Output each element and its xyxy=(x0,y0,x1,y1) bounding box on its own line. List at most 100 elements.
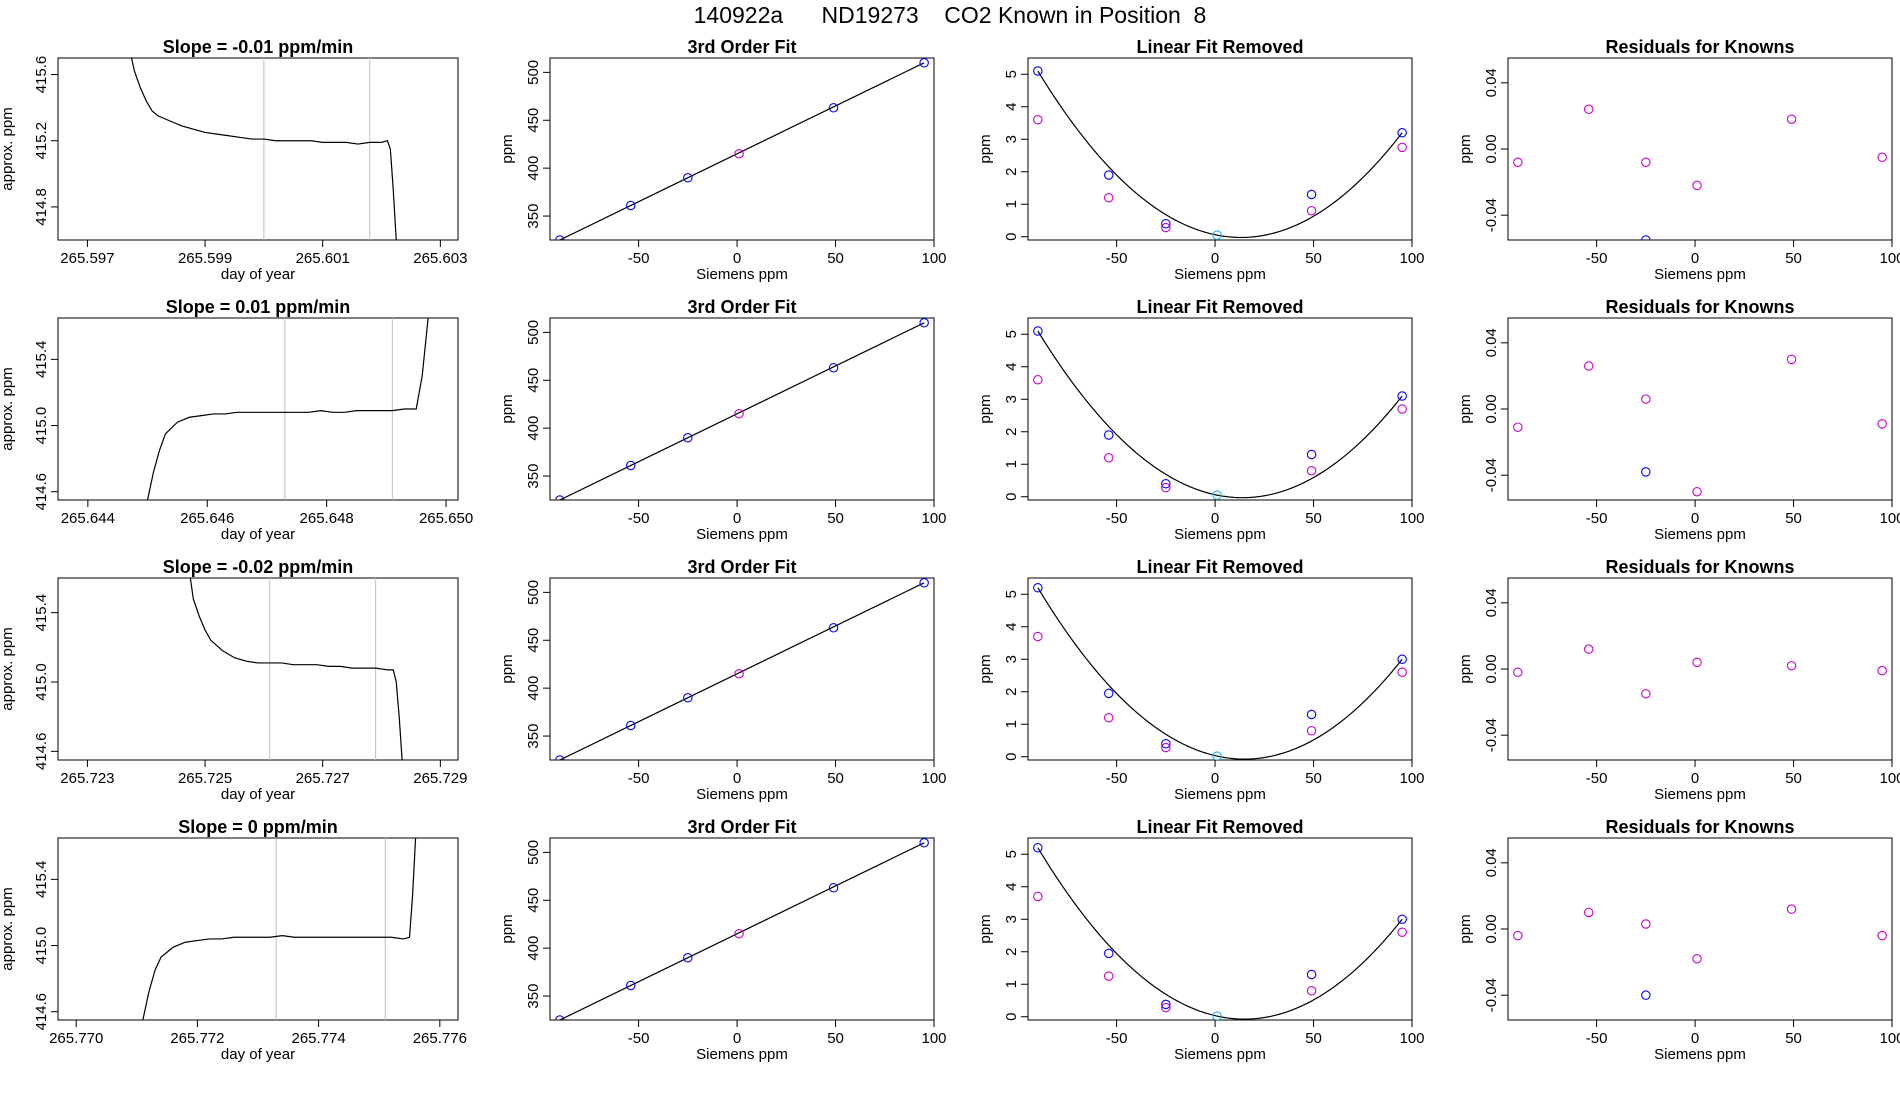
y-axis-label: ppm xyxy=(977,914,994,943)
data-point-blue xyxy=(1161,738,1171,749)
x-tick-label: -50 xyxy=(1586,770,1608,787)
x-tick-label: 100 xyxy=(1879,770,1900,787)
y-tick-label: 0.00 xyxy=(1483,134,1500,163)
y-tick-label: 500 xyxy=(525,60,542,85)
y-tick-label: 4 xyxy=(1003,103,1020,111)
y-tick-label: 0 xyxy=(1003,493,1020,501)
y-tick-label: 414.6 xyxy=(33,733,50,771)
x-tick-label: 50 xyxy=(1305,770,1322,787)
data-point-magenta xyxy=(1786,114,1797,124)
chart-title: Slope = -0.02 ppm/min xyxy=(163,557,354,577)
y-tick-label: 5 xyxy=(1003,330,1020,338)
data-point-blue xyxy=(828,103,839,113)
y-tick-label: 0.04 xyxy=(1483,68,1500,97)
y-tick-label: 415.0 xyxy=(33,663,50,701)
chart-title: 3rd Order Fit xyxy=(687,37,796,57)
plot-frame xyxy=(1507,577,1893,761)
data-point-blue xyxy=(1306,189,1317,200)
x-tick-label: 265.644 xyxy=(61,510,115,527)
y-tick-label: 450 xyxy=(525,888,542,913)
data-point-blue xyxy=(1397,128,1407,138)
x-tick-label: 265.725 xyxy=(178,770,232,787)
y-tick-label: 1 xyxy=(1003,980,1020,988)
x-tick-label: 265.723 xyxy=(60,770,114,787)
plot-frame xyxy=(1507,317,1893,501)
chart-r4-trace: Slope = 0 ppm/min 265.770 265.772 265.774 26… xyxy=(0,817,467,1063)
plot-frame xyxy=(1507,837,1893,1021)
data-point-magenta xyxy=(734,409,744,419)
data-point-blue xyxy=(919,838,929,848)
data-point-magenta xyxy=(1877,665,1887,676)
data-point-magenta xyxy=(1103,712,1114,723)
data-point-magenta xyxy=(1397,404,1407,414)
plot-frame xyxy=(57,57,459,241)
data-point-magenta xyxy=(1692,954,1702,964)
fit-line xyxy=(559,62,925,240)
chart-r2-fit: 3rd Order Fit -50 0 50 100 Siemens ppm 350 400 4… xyxy=(499,297,947,543)
x-tick-label: -50 xyxy=(1106,250,1128,267)
data-point-magenta xyxy=(1641,689,1651,699)
x-tick-label: 0 xyxy=(1691,1030,1699,1047)
x-tick-label: 100 xyxy=(1399,1030,1424,1047)
trace-line xyxy=(130,58,397,240)
data-point-magenta xyxy=(1103,452,1114,463)
chart-r3-resid: Residuals for Knowns -50 0 50 100 Siemens ppm… xyxy=(1457,557,1900,803)
x-tick-label: 50 xyxy=(1785,1030,1802,1047)
x-tick-label: 265.648 xyxy=(300,510,354,527)
plot-area xyxy=(555,58,929,240)
y-tick-label: 5 xyxy=(1003,70,1020,78)
data-point-magenta xyxy=(1583,104,1594,115)
y-tick-label: 414.8 xyxy=(33,188,50,226)
x-axis-label: Siemens ppm xyxy=(1174,1046,1266,1063)
x-tick-label: 0 xyxy=(733,510,741,527)
y-axis-label: approx. ppm xyxy=(0,367,16,450)
chart-title: Residuals for Knowns xyxy=(1605,817,1794,837)
plot-frame xyxy=(1027,57,1413,241)
data-point-blue xyxy=(683,432,693,443)
x-tick-label: 0 xyxy=(1691,510,1699,527)
data-point-magenta xyxy=(1306,725,1317,736)
x-tick-label: -50 xyxy=(1106,510,1128,527)
plot-frame xyxy=(1507,57,1893,241)
plot-area xyxy=(555,578,929,760)
data-point-blue xyxy=(1397,391,1407,401)
data-point-blue xyxy=(828,883,839,893)
data-point-magenta xyxy=(1641,157,1651,167)
x-tick-label: 265.597 xyxy=(60,250,114,267)
fit-curve xyxy=(1037,330,1403,499)
y-tick-label: 450 xyxy=(525,628,542,653)
x-tick-label: 100 xyxy=(1879,1030,1900,1047)
plot-area xyxy=(555,838,929,1020)
chart-r1-resid: Residuals for Knowns -50 0 50 100 Siemens ppm… xyxy=(1457,37,1900,283)
data-point-magenta xyxy=(1513,422,1523,432)
chart-title: 3rd Order Fit xyxy=(687,297,796,317)
data-point-magenta xyxy=(1161,222,1171,233)
y-tick-label: 0 xyxy=(1003,1013,1020,1021)
y-axis-label: approx. ppm xyxy=(0,887,16,970)
data-point-blue xyxy=(555,1015,565,1020)
data-point-blue xyxy=(1161,219,1171,229)
chart-title: Linear Fit Removed xyxy=(1136,37,1303,57)
x-axis-label: Siemens ppm xyxy=(1654,266,1746,283)
y-tick-label: 0 xyxy=(1003,753,1020,761)
data-point-blue xyxy=(919,578,929,588)
y-tick-label: 450 xyxy=(525,368,542,393)
plot-frame xyxy=(1027,317,1413,501)
plot-frame xyxy=(57,837,459,1021)
data-point-blue xyxy=(683,692,693,703)
x-tick-label: 50 xyxy=(1305,1030,1322,1047)
y-tick-label: 400 xyxy=(525,416,542,441)
y-tick-label: 415.6 xyxy=(33,56,50,94)
data-point-magenta xyxy=(1033,631,1043,642)
data-point-blue xyxy=(1161,478,1171,489)
y-tick-label: 2 xyxy=(1003,948,1020,956)
data-point-blue xyxy=(1641,467,1651,477)
chart-title: Linear Fit Removed xyxy=(1136,817,1303,837)
data-point-magenta xyxy=(1641,919,1651,929)
y-tick-label: 415.4 xyxy=(33,861,50,899)
plot-frame xyxy=(549,57,935,241)
x-axis-label: Siemens ppm xyxy=(696,266,788,283)
y-tick-label: 2 xyxy=(1003,428,1020,436)
data-point-magenta xyxy=(734,929,744,939)
